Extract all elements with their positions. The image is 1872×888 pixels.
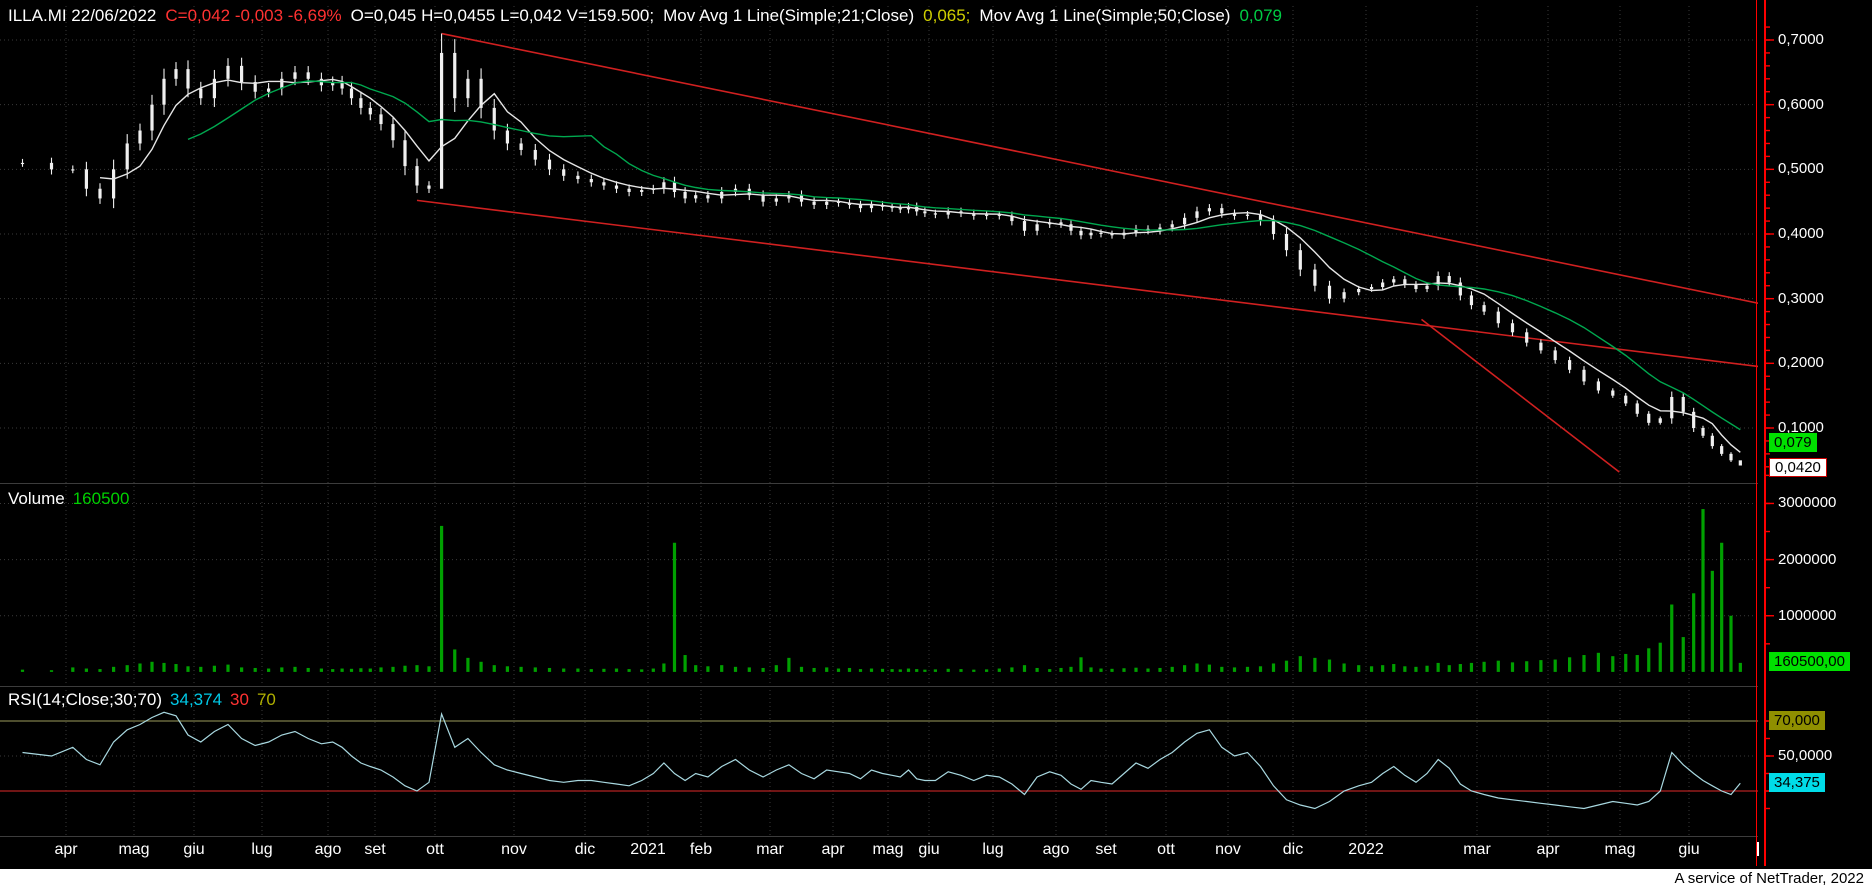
x-axis-month-label: mag [1604,841,1636,858]
rsi-series [22,711,1741,810]
x-axis-month-label: nov [1215,841,1241,858]
rsi-last-value-tag: 34,375 [1769,773,1825,793]
x-axis-month-label: apr [1536,841,1560,858]
rsi-mid-level-label: 50,0000 [1778,747,1833,764]
price-axis-label: 0,5000 [1778,160,1824,178]
legend-segment: 0,065; [923,6,971,25]
legend-segment: 70 [256,690,276,709]
x-axis-month-label: feb [689,841,713,858]
last-volume-tag: 160500,00 [1769,651,1850,671]
x-axis-month-label: ago [1042,841,1070,858]
x-axis-month-label: set [364,841,386,858]
rsi-line [22,711,1741,810]
ma-21-line [99,78,1741,453]
price-axis-label: 0,7000 [1778,31,1824,48]
x-axis-month-label: 2022 [1348,841,1384,858]
x-axis-month-label: 2021 [630,841,666,858]
rsi-upper-level-tag: 70,000 [1769,711,1825,730]
legend-segment: C=0,042 -0,003 -6,69% [165,6,342,25]
x-axis-month-label: ott [1157,841,1175,858]
legend-segment: 0,079 [1239,6,1282,25]
x-axis-month-label: giu [918,841,940,858]
moving-average-lines [99,78,1741,453]
volume-axis-label: 2000000 [1778,550,1837,568]
price-axis-label: 0,2000 [1778,354,1824,372]
volume-bars [20,509,1742,672]
time-axis-cursor-tick [1757,842,1759,856]
x-axis-month-label: set [1095,841,1117,858]
x-axis-month-label: giu [183,841,205,858]
price-axis-label: 0,4000 [1778,225,1824,242]
volume-axis-label: 1000000 [1778,606,1837,624]
price-axis-label: 0,6000 [1778,95,1824,113]
chart-legend: ILLA.MI 22/06/2022 C=0,042 -0,003 -6,69% O… [8,6,1291,26]
x-axis-month-label: dic [1282,841,1304,858]
right-price-axis [1756,0,1774,866]
x-axis-month-label: mar [1463,841,1491,858]
x-axis-month-label: giu [1678,841,1700,858]
trendline-acceleration-downtrend [1421,318,1620,473]
candlestick-series [20,33,1742,466]
x-axis-month-label: dic [574,841,596,858]
x-axis-month-label: mag [118,841,150,858]
rsi-legend: RSI(14;Close;30;70) 34,374 30 70 [8,690,284,710]
ma50-price-tag: 0,079 [1769,432,1817,452]
legend-segment: 30 [230,690,249,709]
x-axis-month-label: lug [251,841,273,858]
last-price-tag: 0,0420 [1769,457,1827,477]
x-axis-month-label: ago [314,841,342,858]
x-axis-month-label: ott [426,841,444,858]
price-axis-label: 0,1000 [1778,419,1824,436]
footer-bar: A service of NetTrader, 2022 [0,869,1872,888]
legend-segment: 34,374 [170,690,223,709]
x-axis-month-label: nov [501,841,527,858]
legend-segment: 160500 [72,489,130,508]
legend-segment: Volume [8,489,65,508]
price-axis-label: 0,3000 [1778,289,1824,307]
legend-segment: Mov Avg 1 Line(Simple;50;Close) [979,6,1231,25]
x-axis-month-label: apr [821,841,845,858]
trendlines [416,32,1758,473]
trendline-upper-channel [441,32,1758,304]
gridlines [0,6,1758,836]
x-axis-month-label: mar [756,841,784,858]
ma-50-line [187,80,1741,431]
pane-separators [0,483,1758,837]
volume-axis-label: 3000000 [1778,494,1837,512]
x-axis-month-label: mag [872,841,904,858]
legend-segment: RSI(14;Close;30;70) [8,690,163,709]
x-axis-month-label: apr [54,841,78,858]
legend-segment: Mov Avg 1 Line(Simple;21;Close) [663,6,915,25]
volume-legend: Volume 160500 [8,489,137,509]
x-axis-month-label: lug [982,841,1004,858]
legend-segment: O=0,045 H=0,0455 L=0,042 V=159.500; [350,6,655,25]
trendline-lower-channel [416,199,1758,368]
legend-segment: ILLA.MI 22/06/2022 [8,6,157,25]
rsi-level-lines [0,720,1758,792]
footer-credit: A service of NetTrader, 2022 [1674,870,1864,887]
